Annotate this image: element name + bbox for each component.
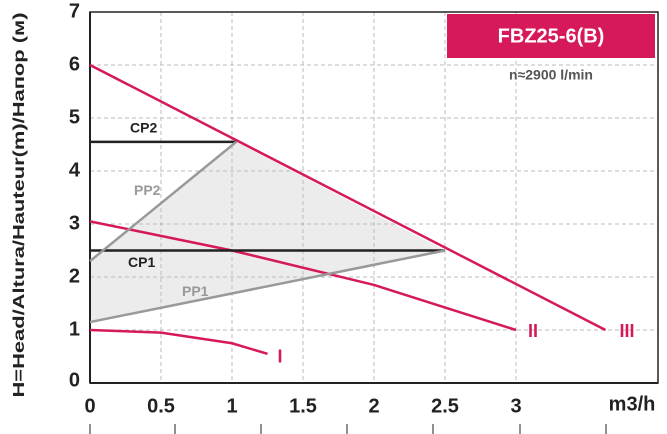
title-box xyxy=(447,14,655,58)
y-tick-label: 5 xyxy=(69,106,80,128)
y-tick-label: 7 xyxy=(69,0,80,22)
curve xyxy=(89,63,607,332)
x-axis-label: m3/h xyxy=(609,393,656,415)
y-tick-label: 4 xyxy=(69,159,81,181)
x-tick-label: 0.5 xyxy=(147,395,175,417)
x-tick-label: 2 xyxy=(368,395,379,417)
x-tick-label: 0 xyxy=(84,395,95,417)
y-tick-label: 2 xyxy=(69,265,80,287)
curve xyxy=(89,328,268,356)
curve-label: III xyxy=(619,321,634,341)
x-tick-label: 1 xyxy=(226,395,237,417)
curve xyxy=(89,249,446,324)
subtitle: n≈2900 l/min xyxy=(509,67,593,83)
y-tick-label: 3 xyxy=(69,212,80,234)
y-tick-label: 0 xyxy=(69,369,80,391)
curve-label: I xyxy=(278,347,283,367)
curve xyxy=(89,220,517,332)
curve-label: II xyxy=(528,321,538,341)
x-tick-label: 3 xyxy=(510,395,521,417)
bottom-ticks xyxy=(89,424,607,434)
x-tick-label: 1.5 xyxy=(289,395,317,417)
chart-title: FBZ25-6(B) xyxy=(498,25,605,47)
y-tick-label: 6 xyxy=(69,53,80,75)
curve-label: CP1 xyxy=(128,254,155,270)
curve-label: CP2 xyxy=(130,120,157,136)
y-tick-label: 1 xyxy=(69,318,80,340)
y-axis-label: H=Head/Altura/Hauteur(m)/Напор (м) xyxy=(11,13,28,398)
curve-label: PP2 xyxy=(134,182,161,198)
x-tick-label: 2.5 xyxy=(431,395,459,417)
curve xyxy=(89,140,238,263)
curve-label: PP1 xyxy=(182,283,209,299)
working-area xyxy=(90,141,445,323)
